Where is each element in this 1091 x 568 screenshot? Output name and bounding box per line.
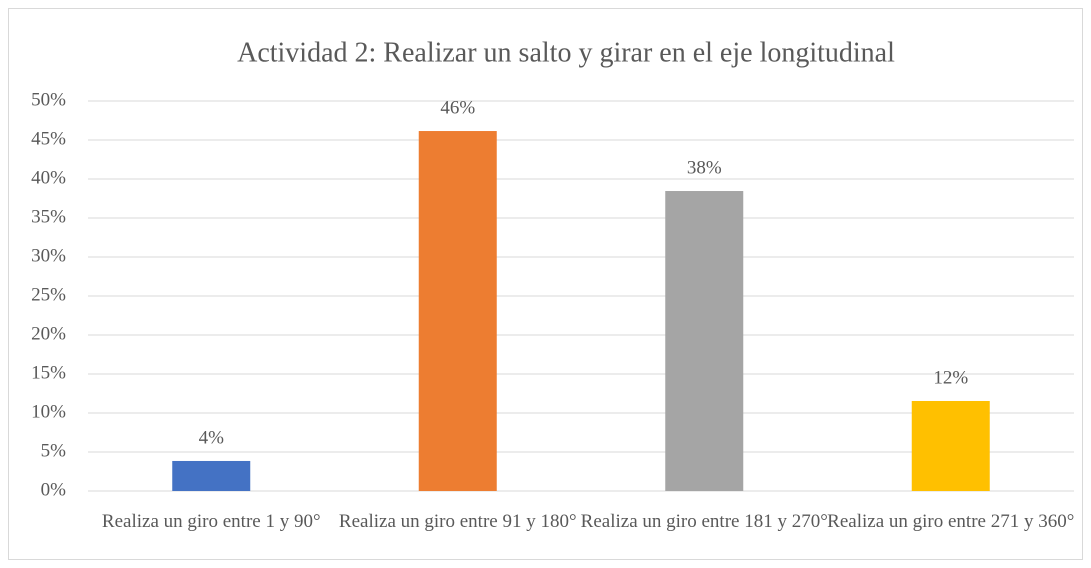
data-label: 12% <box>933 367 968 388</box>
bar <box>665 191 744 491</box>
data-label: 38% <box>687 157 722 178</box>
bar <box>172 460 251 491</box>
y-tick-label: 50% <box>31 89 66 110</box>
y-tick-label: 15% <box>31 362 66 383</box>
y-tick-label: 35% <box>31 206 66 227</box>
y-tick-label: 40% <box>31 167 66 188</box>
x-tick-label: Realiza un giro entre 91 y 180° <box>338 511 577 532</box>
bar <box>911 400 990 491</box>
y-tick-label: 25% <box>31 284 66 305</box>
y-tick-label: 30% <box>31 245 66 266</box>
x-tick-label: Realiza un giro entre 271 y 360° <box>827 511 1075 532</box>
x-tick-label: Realiza un giro entre 1 y 90° <box>101 511 321 532</box>
data-label: 4% <box>199 427 225 448</box>
chart-title: Actividad 2: Realizar un salto y girar e… <box>237 37 895 68</box>
y-tick-label: 0% <box>41 479 67 500</box>
y-tick-label: 5% <box>41 440 67 461</box>
y-tick-label: 10% <box>31 401 66 422</box>
y-tick-label: 20% <box>31 323 66 344</box>
y-tick-label: 45% <box>31 128 66 149</box>
bar <box>418 131 497 491</box>
data-label: 46% <box>440 97 475 118</box>
x-tick-label: Realiza un giro entre 181 y 270° <box>580 511 828 532</box>
